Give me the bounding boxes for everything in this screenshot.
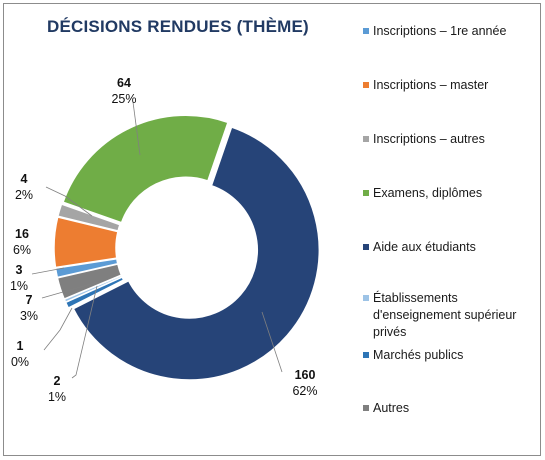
legend-swatch (363, 82, 369, 88)
data-label-examens-diplomes: 64 25% (104, 75, 144, 107)
slice-examens-diplomes (62, 114, 229, 224)
data-label-percent: 1% (47, 390, 67, 404)
legend-label: Inscriptions – 1re année (373, 24, 507, 38)
data-label-inscriptions-1re-annee: 3 1% (0, 262, 39, 294)
legend-label: Inscriptions – master (373, 78, 489, 92)
data-label-value: 64 (117, 76, 131, 90)
legend-label: Examens, diplômes (373, 186, 483, 200)
data-label-inscriptions-master: 16 6% (2, 226, 42, 258)
slice-inscriptions-autres (56, 203, 121, 232)
data-label-value: 3 (15, 263, 23, 277)
data-label-percent: 2% (14, 188, 34, 202)
legend-label: Marchés publics (373, 348, 464, 362)
data-label-percent: 0% (10, 355, 30, 369)
data-label-autres: 7 3% (9, 292, 49, 324)
legend-swatch (363, 190, 369, 196)
slice-aide-aux-etudiants (72, 126, 321, 381)
leader-line-autres (41, 281, 99, 299)
data-label-inscriptions-autres: 4 2% (4, 171, 44, 203)
data-label-value: 7 (25, 293, 33, 307)
legend-swatch (363, 405, 369, 411)
leader-line-inscriptions-autres (45, 186, 93, 217)
leader-line-aide-aux-etudiants (261, 311, 283, 373)
leader-line-inscriptions-1re-annee (31, 267, 65, 275)
data-label-percent: 1% (9, 279, 29, 293)
legend-swatch (363, 352, 369, 358)
data-label-value: 160 (294, 368, 316, 382)
legend-label: Établissements d'enseignement supérieur … (373, 291, 517, 339)
legend-label: Aide aux étudiants (373, 240, 476, 254)
leader-line-examens-diplomes (132, 101, 141, 156)
data-label-aide-aux-etudiants: 160 62% (285, 367, 325, 399)
data-label-value: 2 (53, 374, 61, 388)
leader-line-etablissements-d-enseignement-superieur-prives (43, 307, 73, 351)
data-label-percent: 6% (12, 243, 32, 257)
data-label-percent: 3% (19, 309, 39, 323)
legend-swatch (363, 244, 369, 250)
leader-line-marches-publics (71, 285, 98, 379)
legend-swatch (363, 295, 369, 301)
legend-label: Autres (373, 401, 410, 415)
data-label-etablissements-d-enseignement-superieur-prives: 1 0% (0, 338, 40, 370)
data-label-value: 4 (20, 172, 28, 186)
data-label-percent: 62% (292, 384, 318, 398)
data-label-percent: 25% (111, 92, 137, 106)
legend-swatch (363, 28, 369, 34)
legend-swatch (363, 136, 369, 142)
chart-title: DÉCISIONS RENDUES (THÈME) (47, 17, 309, 36)
legend-label: Inscriptions – autres (373, 132, 485, 146)
data-label-value: 16 (15, 227, 29, 241)
data-label-value: 1 (16, 339, 24, 353)
data-label-marches-publics: 2 1% (37, 373, 77, 405)
